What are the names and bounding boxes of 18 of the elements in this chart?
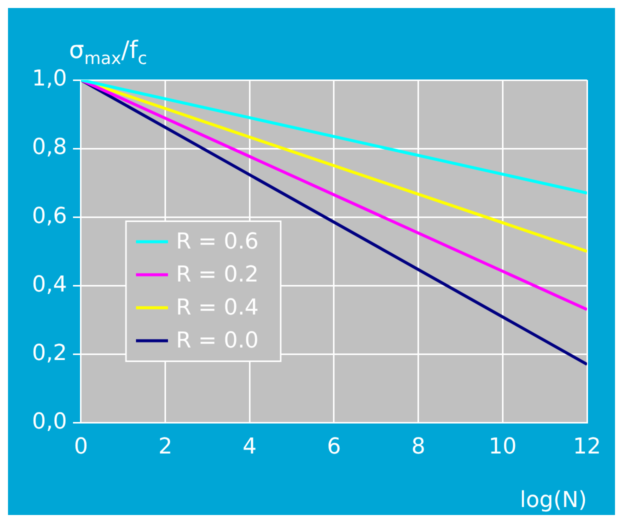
legend-label: R = 0.2 <box>176 262 259 288</box>
y-tick-label: 0,8 <box>32 135 67 160</box>
x-tick-label: 8 <box>411 434 426 460</box>
y-tick-label: 0,2 <box>32 340 67 366</box>
x-tick-label: 10 <box>488 434 517 460</box>
x-tick-label: 6 <box>326 434 341 460</box>
y-tick-label: 0,0 <box>32 409 67 434</box>
y-tick-label: 0,6 <box>32 204 67 229</box>
x-tick-label: 0 <box>74 434 88 460</box>
legend-label: R = 0.6 <box>176 230 259 255</box>
legend-label: R = 0.4 <box>176 296 259 321</box>
x-axis-title: log(N) <box>520 488 588 513</box>
x-tick-label: 4 <box>242 434 257 460</box>
x-tick-label: 12 <box>573 434 601 460</box>
y-tick-label: 0,4 <box>32 272 67 298</box>
legend-label: R = 0.0 <box>176 328 259 354</box>
x-tick-label: 2 <box>158 434 172 460</box>
y-tick-label: 1,0 <box>32 66 67 92</box>
